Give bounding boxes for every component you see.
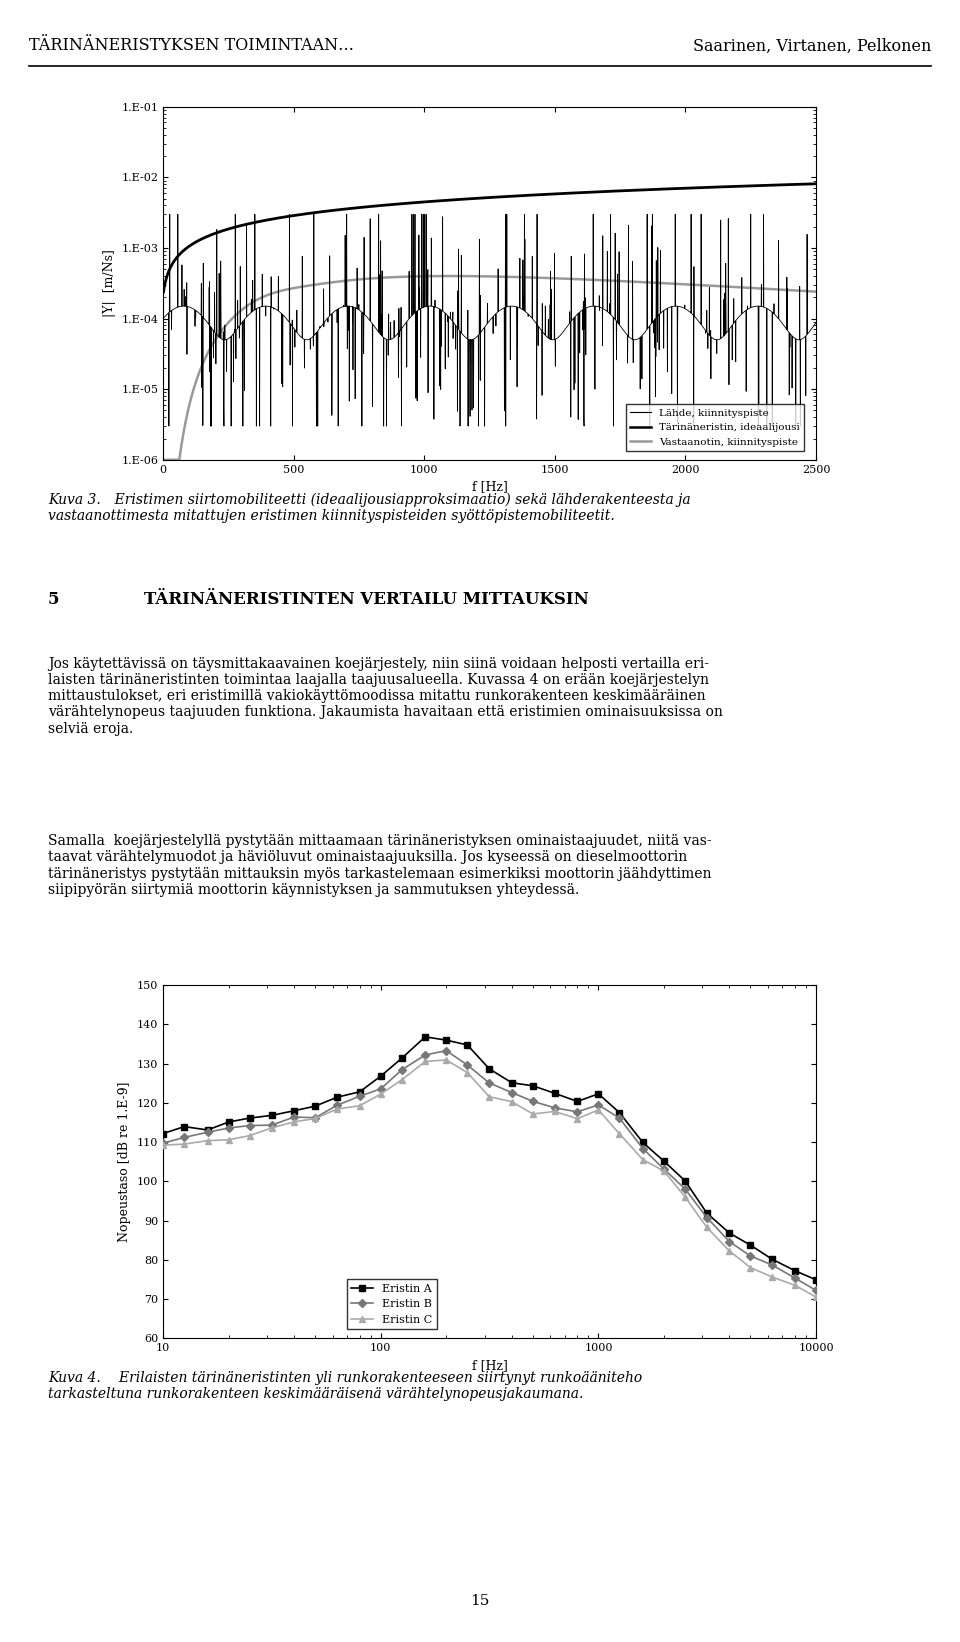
- X-axis label: f [Hz]: f [Hz]: [471, 1358, 508, 1371]
- Legend: Eristin A, Eristin B, Eristin C: Eristin A, Eristin B, Eristin C: [347, 1279, 437, 1328]
- Text: TÄRINÄNERISTYKSEN TOIMINTAAN…: TÄRINÄNERISTYKSEN TOIMINTAAN…: [29, 38, 354, 54]
- Y-axis label: |Y|  [m/Ns]: |Y| [m/Ns]: [103, 250, 116, 317]
- Text: Jos käytettävissä on täysmittakaavainen koejärjestely, niin siinä voidaan helpos: Jos käytettävissä on täysmittakaavainen …: [48, 657, 723, 736]
- Text: Kuva 4.  Erilaisten tärinäneristinten yli runkorakenteeseen siirtynyt runkoäänit: Kuva 4. Erilaisten tärinäneristinten yli…: [48, 1371, 642, 1401]
- Text: 15: 15: [470, 1594, 490, 1608]
- Text: Saarinen, Virtanen, Pelkonen: Saarinen, Virtanen, Pelkonen: [693, 38, 931, 54]
- Legend: Lähde, kiinnityspiste, Tärinäneristin, ideaalijousi, Vastaanotin, kiinnityspiste: Lähde, kiinnityspiste, Tärinäneristin, i…: [626, 404, 804, 452]
- X-axis label: f [Hz]: f [Hz]: [471, 479, 508, 493]
- Text: TÄRINÄNERISTINTEN VERTAILU MITTAUKSIN: TÄRINÄNERISTINTEN VERTAILU MITTAUKSIN: [144, 591, 588, 608]
- Y-axis label: Nopeustaso [dB re 1.E-9]: Nopeustaso [dB re 1.E-9]: [118, 1082, 132, 1241]
- Text: Samalla  koejärjestelyllä pystytään mittaamaan tärinäneristyksen ominaistaajuude: Samalla koejärjestelyllä pystytään mitta…: [48, 834, 711, 897]
- Text: Kuva 3. Eristimen siirtomobiliteetti (ideaalijousiapproksimaatio) sekä lähderake: Kuva 3. Eristimen siirtomobiliteetti (id…: [48, 493, 690, 524]
- Text: 5: 5: [48, 591, 60, 608]
